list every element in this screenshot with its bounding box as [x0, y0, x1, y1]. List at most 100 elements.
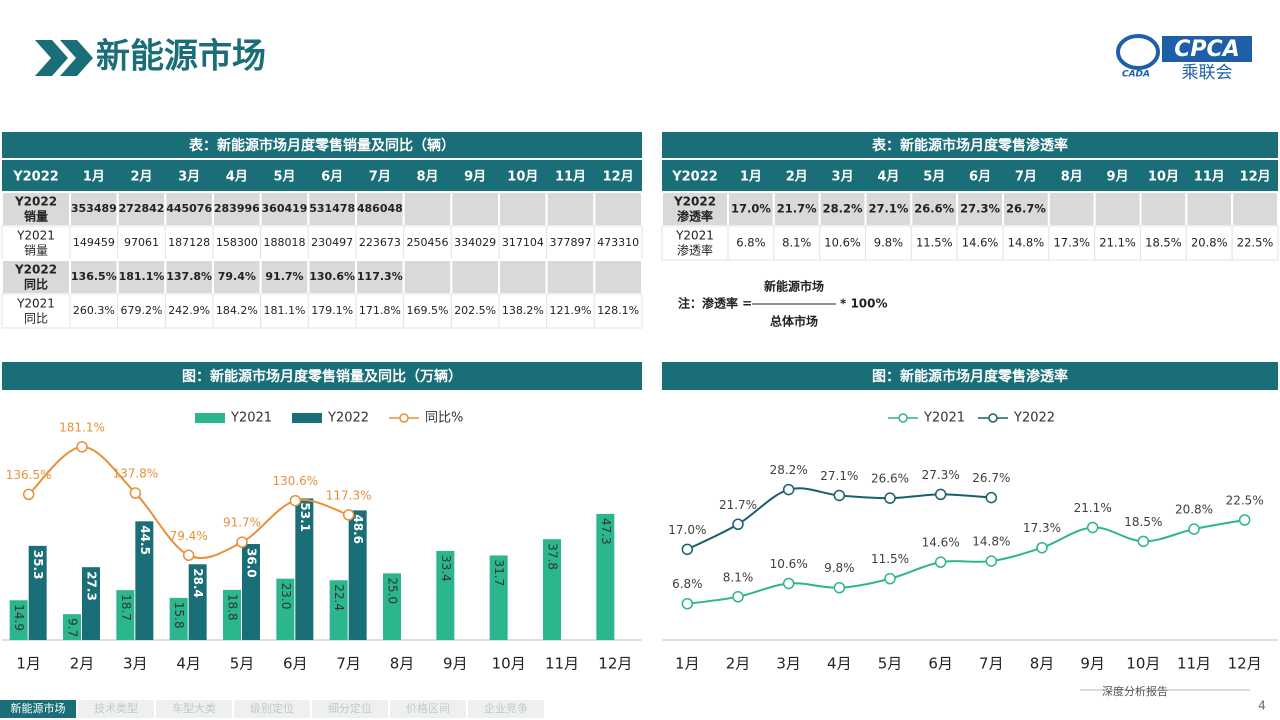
data-label: 6.8%	[672, 577, 703, 591]
line-marker	[884, 572, 896, 585]
bar-label: 18.7	[119, 594, 133, 621]
table-cell: 179.1%	[311, 304, 353, 317]
x-tick-label: 7月	[336, 655, 361, 673]
table-cell-bg	[865, 225, 912, 261]
table-cell: 79.4%	[218, 270, 256, 283]
table-cell-bg	[403, 293, 452, 329]
table-cell: 169.5%	[407, 304, 449, 317]
table-cell: 14.6%	[962, 236, 999, 250]
table-header-cell: 11月	[1194, 170, 1225, 185]
chart-title-bar	[2, 362, 642, 390]
table-header-row	[2, 160, 642, 192]
table-header-cell: 3月	[832, 170, 854, 185]
data-label: 10.6%	[770, 557, 808, 571]
bar-label: 44.5	[138, 525, 152, 555]
table-cell-bg	[545, 191, 596, 227]
table-header-cell: 2月	[786, 170, 808, 185]
data-label: 117.3%	[326, 488, 372, 502]
table-cell: 27.3%	[960, 202, 1000, 216]
table-cell-bg	[116, 259, 167, 295]
legend-label: Y2021	[230, 411, 272, 426]
logo-box	[1162, 36, 1252, 62]
data-label: 14.6%	[922, 536, 960, 550]
table-cell: 181.1%	[119, 270, 165, 283]
bar-label: 53.1	[298, 502, 312, 532]
bar	[82, 567, 100, 640]
line-marker	[681, 597, 694, 610]
line-marker	[732, 518, 744, 531]
table-cell-bg	[164, 293, 214, 329]
table-cell: 121.9%	[550, 304, 592, 317]
table-header-cell: 5月	[273, 170, 295, 185]
formula-denominator: 总体市场	[770, 314, 818, 329]
table-header-cell: Y2022	[12, 170, 59, 185]
table-cell: 138.2%	[502, 304, 544, 317]
line-marker	[182, 549, 195, 562]
table-cell: 97061	[124, 236, 159, 249]
bar-label: 28.4	[191, 568, 205, 598]
x-tick-label: 4月	[827, 655, 852, 673]
bar	[329, 580, 348, 640]
table-header-cell: 8月	[1061, 170, 1083, 185]
data-label: 137.8%	[112, 467, 158, 481]
line-marker	[1188, 523, 1200, 535]
table-cell: 202.5%	[454, 304, 496, 317]
line-marker	[129, 487, 142, 499]
formula-suffix: * 100%	[840, 297, 888, 311]
x-tick-label: 2月	[70, 655, 95, 673]
logo-sub: CADA	[1122, 70, 1150, 80]
line-marker	[76, 441, 88, 453]
data-label: 136.5%	[6, 468, 52, 482]
logo-mark: CPCA	[1174, 37, 1239, 62]
table-cell: 17.0%	[731, 202, 771, 216]
x-tick-label: 7月	[979, 655, 1004, 673]
table-cell: 8.1%	[782, 236, 811, 250]
legend-marker	[988, 413, 998, 423]
bar	[383, 573, 401, 640]
footer-tab-label: 技术类型	[94, 701, 138, 715]
table-cell-bg	[1048, 225, 1096, 261]
table-cell-bg	[1002, 225, 1050, 261]
row-label: 销量	[24, 209, 48, 224]
table-cell-bg	[212, 293, 262, 329]
table-cell-bg	[593, 259, 643, 295]
legend-swatch	[195, 413, 225, 423]
data-label: 8.1%	[723, 570, 754, 584]
line-marker	[1036, 541, 1048, 554]
x-tick-label: 8月	[390, 655, 415, 673]
logo-name: 乘联会	[1182, 63, 1233, 83]
table-cell-bg	[164, 225, 214, 261]
page-title: 新能源市场	[96, 37, 266, 77]
table-cell: 272842	[119, 202, 165, 215]
table-cell: 136.5%	[71, 270, 117, 283]
table-header-cell: 1月	[83, 170, 105, 185]
line-marker	[1238, 514, 1251, 526]
bar-label: 18.8	[226, 594, 240, 621]
chart-title-bar	[662, 362, 1278, 390]
legend-label: Y2022	[327, 411, 369, 426]
table-cell: 21.1%	[1099, 236, 1136, 250]
table-cell-bg	[661, 225, 729, 261]
table-header-cell: 5月	[923, 170, 945, 185]
legend-label: 同比%	[425, 411, 463, 426]
table-cell: 377897	[550, 236, 592, 249]
data-label: 27.1%	[820, 469, 858, 483]
table-header-cell: 1月	[740, 170, 762, 185]
data-label: 26.7%	[972, 471, 1010, 485]
table-cell: 445076	[166, 202, 212, 215]
line-marker	[934, 488, 947, 501]
table-cell: 486048	[357, 202, 403, 215]
table-cell-bg	[1231, 191, 1279, 227]
table-cell: 128.1%	[597, 304, 639, 317]
data-label: 14.8%	[972, 535, 1010, 549]
bar-label: 35.3	[31, 550, 45, 580]
bar	[543, 539, 561, 640]
bar-label: 9.7	[66, 618, 80, 637]
x-tick-label: 2月	[726, 655, 751, 673]
chart-title: 图：新能源市场月度零售销量及同比（万辆）	[182, 368, 462, 385]
table-cell-bg	[546, 293, 595, 329]
table-cell: 117.3%	[357, 270, 403, 283]
table-cell: 250456	[407, 236, 449, 249]
table-cell: 242.9%	[168, 304, 210, 317]
table-cell: 184.2%	[216, 304, 258, 317]
